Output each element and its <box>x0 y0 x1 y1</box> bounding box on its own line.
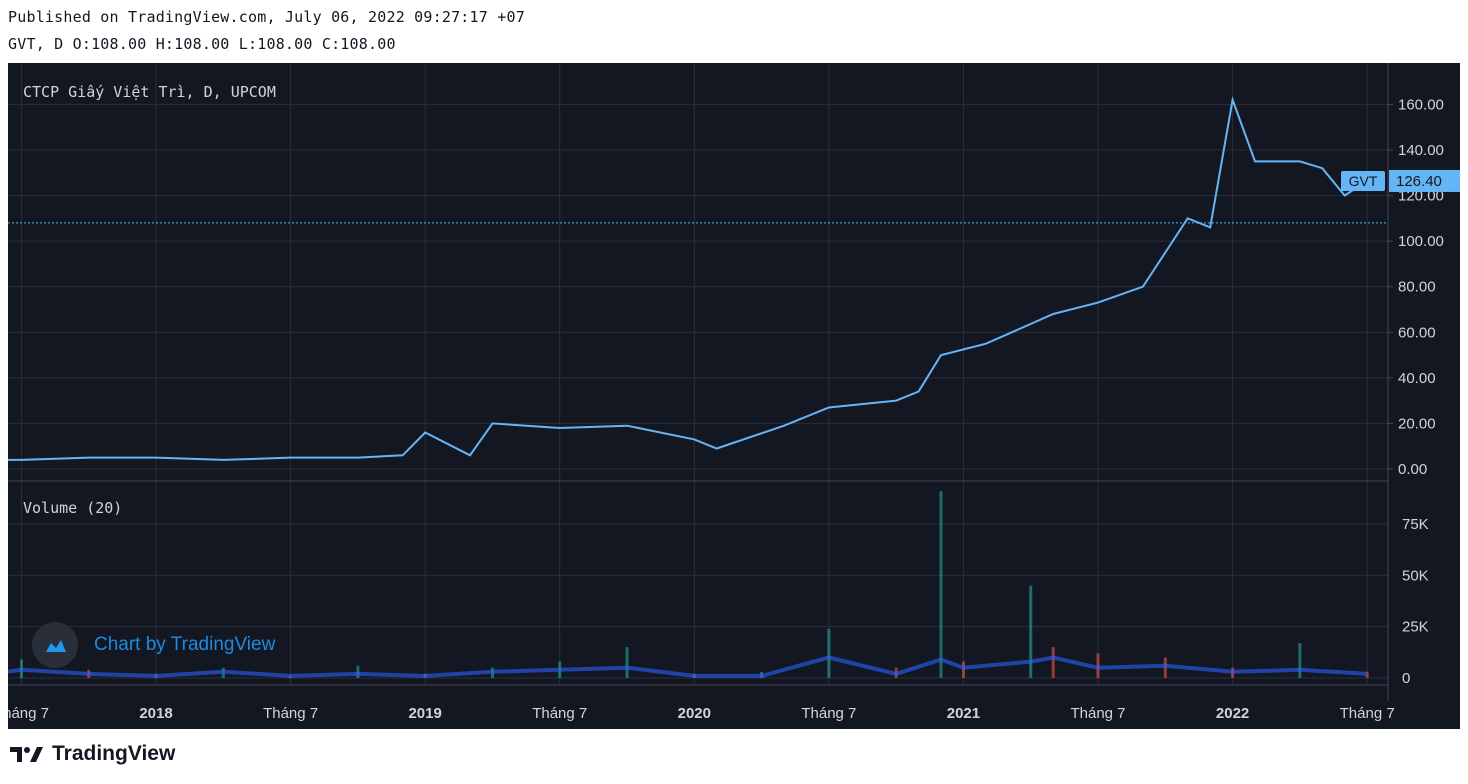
time-tick-label: 2019 <box>408 705 441 722</box>
price-tick-label: 140.00 <box>1398 142 1444 159</box>
price-tick-label: 20.00 <box>1398 415 1436 432</box>
time-tick-label: 2021 <box>947 705 980 722</box>
price-axis: 0.0020.0040.0060.0080.00100.00120.00140.… <box>1388 96 1444 478</box>
tradingview-cloud-icon <box>32 622 78 668</box>
ohlc-readout: GVT, D O:108.00 H:108.00 L:108.00 C:108.… <box>8 35 396 53</box>
volume-tick-label: 50K <box>1402 567 1429 584</box>
volume-tick-label: 0 <box>1402 670 1410 687</box>
last-price-text: 126.40 <box>1396 173 1442 190</box>
volume-bar <box>1298 643 1302 678</box>
time-axis: Tháng 7 2018 Tháng 7 2019 Tháng 7 2020 Tháng 7… <box>0 705 1395 722</box>
volume-bar <box>939 491 943 678</box>
chart-canvas[interactable]: 0.0020.0040.0060.0080.00100.00120.00140.… <box>0 63 1460 729</box>
volume-bar <box>1163 657 1167 678</box>
time-tick-label: Tháng 7 <box>1340 705 1395 722</box>
time-tick-label: Tháng 7 <box>1070 705 1125 722</box>
volume-bar <box>625 647 629 678</box>
last-price-box <box>1389 169 1460 192</box>
time-tick-label: 2022 <box>1216 705 1249 722</box>
volume-bar <box>1029 585 1033 678</box>
price-tick-label: 80.00 <box>1398 279 1436 296</box>
volume-tick-label: 25K <box>1402 619 1429 636</box>
price-tick-label: 0.00 <box>1398 461 1427 478</box>
volume-bar <box>356 665 360 678</box>
volume-bar <box>961 661 965 678</box>
chart-frame[interactable]: 0.00 20.00 40.00 60.00 80.00 100.00 120.00 140.… <box>0 63 1460 729</box>
time-tick-label: Tháng 7 <box>532 705 587 722</box>
volume-ma-line <box>0 655 1368 678</box>
volume-pane-title: Volume (20) <box>23 499 123 517</box>
price-tick-label: 40.00 <box>1398 370 1436 387</box>
watermark-text: Chart by TradingView <box>94 634 276 655</box>
footer-brand[interactable]: TradingView <box>10 742 175 766</box>
price-tick-label: 160.00 <box>1398 96 1444 113</box>
price-line <box>0 95 1368 461</box>
volume-bar <box>827 628 831 678</box>
volume-bar <box>1051 647 1055 678</box>
volume-tick-label: 75K <box>1402 516 1429 533</box>
time-tick-label: Tháng 7 <box>801 705 856 722</box>
watermark[interactable]: Chart by TradingView <box>32 622 275 668</box>
time-tick-label: 2018 <box>139 705 172 722</box>
price-tick-label: 60.00 <box>1398 324 1436 341</box>
symbol-tag <box>1341 170 1385 191</box>
time-tick-label: 2020 <box>678 705 711 722</box>
price-tick-label: 100.00 <box>1398 233 1444 250</box>
footer-brand-text: TradingView <box>52 742 176 765</box>
published-caption: Published on TradingView.com, July 06, 2… <box>8 8 525 26</box>
grid-lines <box>8 63 1388 685</box>
tradingview-logo-icon <box>10 747 43 762</box>
time-tick-label: Tháng 7 <box>8 705 49 722</box>
time-tick-label: Tháng 7 <box>263 705 318 722</box>
volume-axis: 0 25K 50K 75K <box>1402 516 1429 687</box>
last-price-label: GVT 126.40 <box>1341 169 1460 192</box>
symbol-tag-text: GVT <box>1349 173 1378 189</box>
price-pane-title: CTCP Giấy Việt Trì, D, UPCOM <box>23 83 276 101</box>
volume-bar <box>1365 671 1369 678</box>
